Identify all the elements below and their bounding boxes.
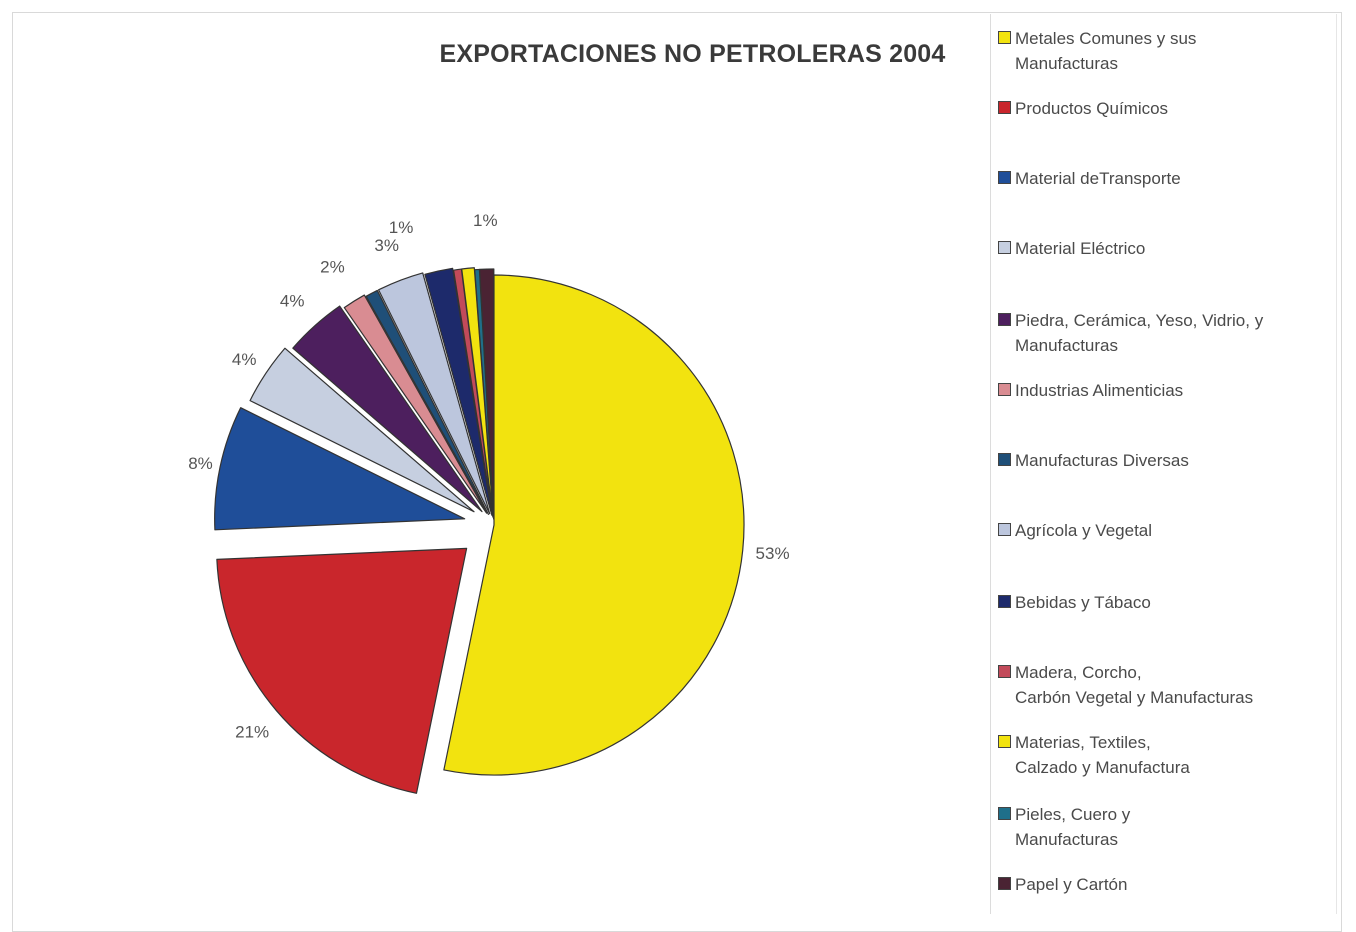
legend-swatch bbox=[998, 171, 1011, 184]
legend-label: Industrias Alimenticias bbox=[1015, 381, 1184, 400]
pie-slice-bebidas-y-tabaco bbox=[424, 267, 493, 516]
legend-item-material-detransporte: Material deTransporte bbox=[998, 166, 1338, 191]
legend-item-pieles-cuero-y-manufacturas: Pieles, Cuero y Manufacturas bbox=[998, 802, 1338, 852]
legend-label: Material deTransporte bbox=[1015, 169, 1181, 188]
data-label-industrias-alimenticias: 2% bbox=[320, 257, 345, 276]
legend-swatch bbox=[998, 595, 1011, 608]
legend-item-agricola-y-vegetal: Agrícola y Vegetal bbox=[998, 518, 1338, 543]
pie-slice-papel-y-carton bbox=[479, 268, 495, 520]
pie-slice-material-electrico bbox=[249, 347, 475, 513]
legend-separator bbox=[990, 14, 991, 914]
pie-slice-productos-quimicos bbox=[216, 547, 468, 794]
legend-item-metales-comunes-y-sus-manufacturas: Metales Comunes y sus Manufacturas bbox=[998, 26, 1338, 76]
legend-item-manufacturas-diversas: Manufacturas Diversas bbox=[998, 448, 1338, 473]
legend-label: Productos Químicos bbox=[1015, 99, 1169, 118]
legend-right-border bbox=[1336, 14, 1337, 914]
legend-label: Material Eléctrico bbox=[1015, 239, 1146, 258]
legend-label: Metales Comunes y sus Manufacturas bbox=[1015, 29, 1197, 73]
data-label-agricola-y-vegetal: 3% bbox=[374, 236, 399, 255]
pie-slice-piedra-ceramica-yeso-vidrio-y-manufacturas bbox=[292, 305, 483, 513]
pie-slice-metales-comunes-y-sus-manufacturas bbox=[443, 274, 745, 776]
legend-swatch bbox=[998, 101, 1011, 114]
data-label-productos-quimicos: 21% bbox=[235, 722, 269, 741]
pie-slice-manufacturas-diversas bbox=[365, 289, 489, 515]
chart-title: EXPORTACIONES NO PETROLERAS 2004 bbox=[439, 40, 946, 68]
legend-item-papel-y-carton: Papel y Cartón bbox=[998, 872, 1338, 897]
legend-item-industrias-alimenticias: Industrias Alimenticias bbox=[998, 378, 1338, 403]
data-label-metales-comunes-y-sus-manufacturas: 53% bbox=[756, 544, 790, 563]
pie-slice-industrias-alimenticias bbox=[343, 294, 488, 514]
data-label-material-electrico: 4% bbox=[232, 350, 257, 369]
legend-item-material-electrico: Material Eléctrico bbox=[998, 236, 1338, 261]
pie-chart: 53%21%8%4%4%2%3%1% 1% bbox=[188, 211, 790, 794]
pie-slice-material-detransporte bbox=[214, 407, 466, 531]
legend-swatch bbox=[998, 665, 1011, 678]
legend-swatch bbox=[998, 877, 1011, 890]
data-label-material-detransporte: 8% bbox=[188, 454, 213, 473]
legend-label: Manufacturas Diversas bbox=[1015, 451, 1189, 470]
legend-label: Pieles, Cuero y Manufacturas bbox=[1015, 805, 1131, 849]
legend-item-productos-quimicos: Productos Químicos bbox=[998, 96, 1338, 121]
legend-label: Madera, Corcho, Carbón Vegetal y Manufac… bbox=[1015, 663, 1254, 707]
legend-item-bebidas-y-tabaco: Bebidas y Tábaco bbox=[998, 590, 1338, 615]
legend-swatch bbox=[998, 523, 1011, 536]
legend-label: Papel y Cartón bbox=[1015, 875, 1128, 894]
legend-swatch bbox=[998, 383, 1011, 396]
legend-label: Piedra, Cerámica, Yeso, Vidrio, y Manufa… bbox=[1015, 311, 1264, 355]
data-label-bebidas-y-tabaco: 1% bbox=[389, 218, 414, 237]
legend-item-madera-corcho-carbon-vegetal-y-manufacturas: Madera, Corcho, Carbón Vegetal y Manufac… bbox=[998, 660, 1338, 710]
pie-slice-materias-textiles-calzado-y-manufactura bbox=[461, 267, 494, 518]
legend-item-piedra-ceramica-yeso-vidrio-y-manufacturas: Piedra, Cerámica, Yeso, Vidrio, y Manufa… bbox=[998, 308, 1338, 358]
data-label-papel-y-carton: 1% bbox=[473, 211, 498, 230]
legend-label: Materias, Textiles, Calzado y Manufactur… bbox=[1015, 733, 1190, 777]
legend-label: Bebidas y Tábaco bbox=[1015, 593, 1151, 612]
legend-swatch bbox=[998, 735, 1011, 748]
legend-swatch bbox=[998, 241, 1011, 254]
legend-swatch bbox=[998, 313, 1011, 326]
data-label-piedra-ceramica-yeso-vidrio-y-manufacturas: 4% bbox=[280, 291, 305, 310]
legend-item-materias-textiles-calzado-y-manufactura: Materias, Textiles, Calzado y Manufactur… bbox=[998, 730, 1338, 780]
legend-label: Agrícola y Vegetal bbox=[1015, 521, 1153, 540]
pie-slice-agricola-y-vegetal bbox=[378, 272, 491, 515]
legend-swatch bbox=[998, 31, 1011, 44]
legend-swatch bbox=[998, 453, 1011, 466]
legend-swatch bbox=[998, 807, 1011, 820]
